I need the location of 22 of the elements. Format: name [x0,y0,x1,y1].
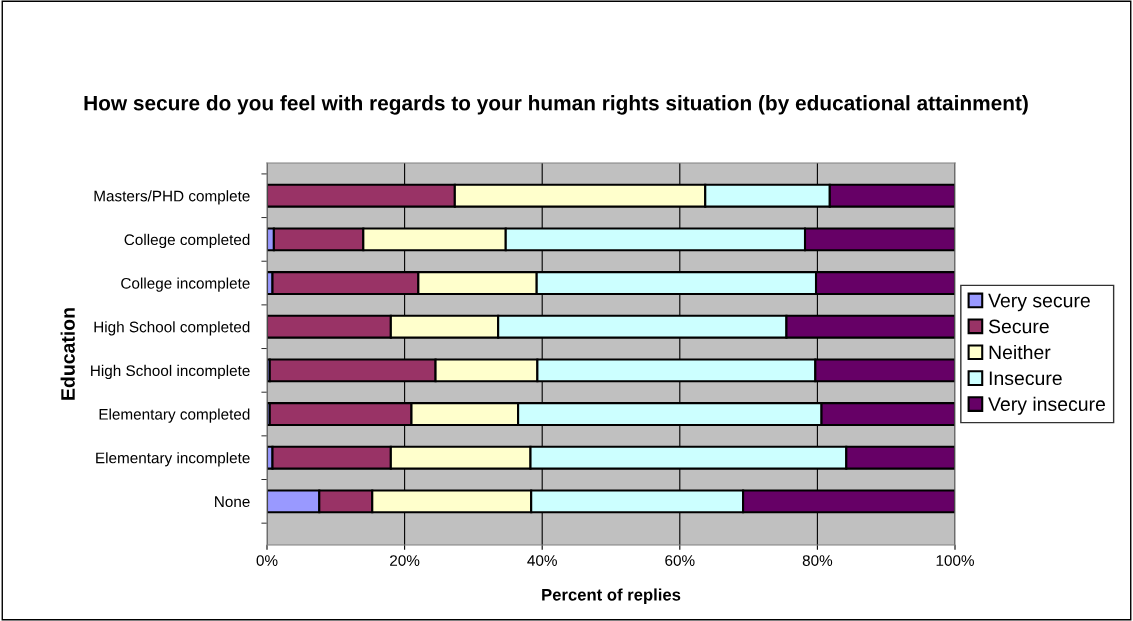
chart-title: How secure do you feel with regards to your human rights situation (by educational attainment) [84,95,1028,115]
x-tick-label: 80% [802,555,833,566]
y-tick-label: College completed [124,233,250,249]
legend-label: Neither [989,344,1051,360]
y-tick-label: None [215,496,250,508]
legend-label: Secure [988,319,1049,334]
y-tick-label: Elementary completed [99,408,250,423]
legend-label: Insecure [989,371,1062,386]
y-tick-label: High School incomplete [91,364,250,380]
legend-label: Very insecure [988,396,1105,415]
x-tick-label: 60% [665,555,695,566]
x-tick-label: 40% [527,555,557,566]
y-tick-label: College incomplete [121,277,250,292]
x-axis-title: Percent of replies [542,588,681,604]
x-tick-label: 100% [936,555,974,566]
x-tick-label: 20% [390,555,420,566]
y-axis-title: Education [60,308,75,400]
x-tick-label: 0% [256,555,278,566]
y-tick-label: Masters/PHD complete [94,190,250,205]
y-tick-label: Elementary incomplete [96,452,250,467]
legend-label: Very secure [988,293,1090,312]
y-tick-label: High School completed [94,321,250,336]
